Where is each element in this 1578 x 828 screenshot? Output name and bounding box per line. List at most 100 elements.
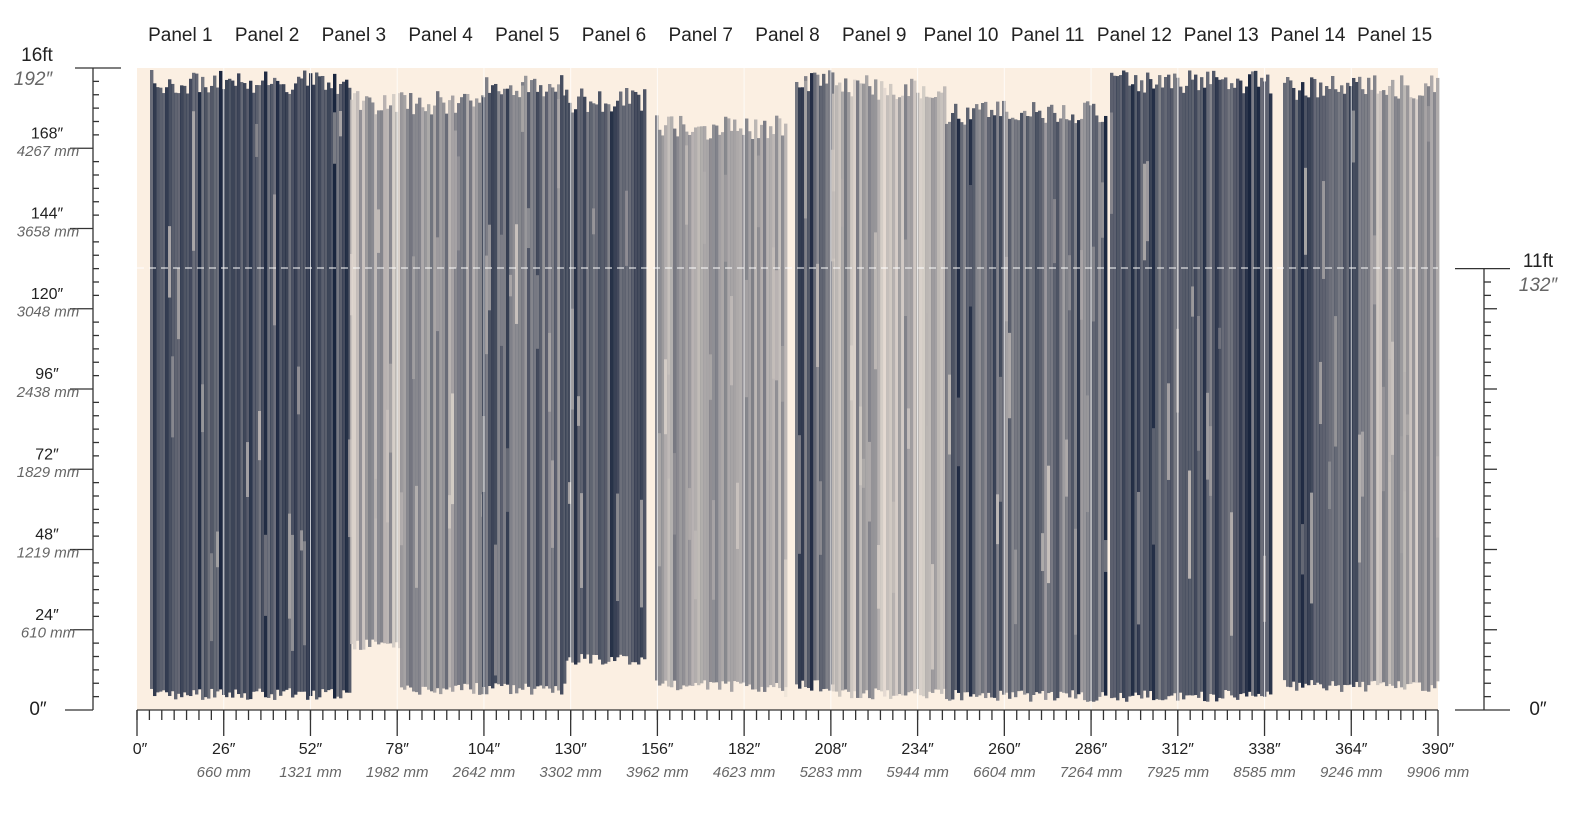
brush-highlight [536, 275, 540, 349]
brush-stroke [285, 92, 289, 690]
brush-stroke [1331, 75, 1335, 682]
brush-highlight [1008, 332, 1012, 419]
brush-stroke [1197, 90, 1201, 698]
brush-stroke [754, 119, 758, 690]
brush-stroke [548, 84, 552, 689]
brush-stroke [682, 124, 686, 686]
brush-stroke [1041, 117, 1045, 691]
brush-highlight [1319, 361, 1323, 425]
brush-highlight [494, 544, 498, 676]
brush-highlight [784, 559, 788, 698]
brush-stroke [213, 75, 217, 698]
brush-stroke [895, 98, 899, 696]
brush-stroke [350, 99, 354, 645]
brush-highlight [300, 530, 304, 551]
bottom-inch-label: 130″ [554, 741, 587, 758]
brush-stroke [658, 129, 662, 686]
brush-stroke [518, 97, 522, 689]
brush-stroke [1248, 74, 1252, 692]
brush-stroke [1173, 73, 1177, 694]
brush-stroke [904, 84, 908, 696]
brush-highlight [485, 255, 489, 355]
brush-stroke [312, 84, 316, 691]
left-mm-label: 2438 mm [16, 384, 80, 401]
brush-stroke [1436, 77, 1440, 682]
brush-highlight [1092, 246, 1096, 322]
brush-highlight [931, 564, 935, 670]
brush-stroke [1119, 75, 1123, 693]
brush-stroke [219, 70, 223, 690]
brush-stroke [545, 91, 549, 687]
brush-stroke [485, 77, 489, 695]
brush-stroke [1125, 72, 1129, 702]
right-inch-label: 132″ [1519, 275, 1559, 296]
brush-stroke [198, 92, 202, 690]
brush-stroke [333, 73, 337, 699]
brush-stroke [595, 104, 599, 655]
brush-highlight [1436, 456, 1440, 538]
brush-highlight [1361, 431, 1365, 497]
bottom-inch-label: 156″ [641, 741, 674, 758]
brush-highlight [1005, 256, 1009, 322]
panel-label: Panel 6 [582, 25, 646, 46]
brush-stroke [1146, 72, 1150, 698]
brush-stroke [1212, 70, 1216, 695]
brush-stroke [640, 110, 644, 658]
brush-stroke [195, 73, 199, 695]
brush-stroke [874, 79, 878, 689]
brush-stroke [1283, 82, 1287, 681]
brush-stroke [691, 131, 695, 686]
brush-stroke [871, 94, 875, 700]
brush-highlight [730, 296, 734, 386]
brush-stroke [886, 95, 890, 691]
brush-stroke [960, 122, 964, 701]
brush-stroke [509, 85, 513, 695]
brush-highlight [996, 494, 1000, 545]
brush-highlight [816, 263, 820, 368]
brush-stroke [661, 135, 665, 684]
brush-stroke [763, 120, 767, 692]
brush-stroke [862, 83, 866, 694]
brush-highlight [736, 482, 740, 549]
brush-highlight [339, 111, 343, 137]
brush-stroke [377, 110, 381, 645]
brush-stroke [362, 100, 366, 650]
brush-stroke [225, 79, 229, 698]
brush-stroke [679, 115, 683, 690]
brush-highlight [201, 384, 205, 433]
brush-stroke [168, 79, 172, 696]
brush-highlight [246, 442, 250, 498]
brush-highlight [1110, 112, 1114, 214]
brush-stroke [1170, 88, 1174, 696]
brush-stroke [403, 95, 407, 690]
brush-stroke [1056, 121, 1060, 699]
brush-stroke [981, 103, 985, 694]
brush-highlight [1304, 167, 1308, 255]
brush-stroke [1286, 77, 1290, 687]
brush-stroke [1014, 119, 1018, 698]
brush-highlight [386, 409, 390, 523]
brush-highlight [297, 366, 301, 415]
brush-stroke [424, 111, 428, 687]
brush-stroke [1026, 116, 1030, 694]
brush-highlight [348, 439, 352, 538]
left-mm-label: 1829 mm [17, 464, 80, 481]
brush-stroke [703, 126, 707, 681]
brush-stroke [466, 94, 470, 685]
panel-label: Panel 12 [1097, 25, 1172, 46]
brush-stroke [1424, 83, 1428, 691]
brush-stroke [216, 87, 220, 692]
brush-stroke [1068, 120, 1072, 698]
brush-highlight [1188, 470, 1192, 579]
mural-painting [150, 68, 1440, 710]
brush-stroke [919, 98, 923, 696]
brush-stroke [822, 73, 826, 690]
left-inch-label: 168″ [31, 125, 64, 142]
brush-stroke [996, 101, 1000, 701]
bottom-mm-label: 3962 mm [626, 764, 689, 781]
brush-stroke [1161, 87, 1165, 701]
brush-highlight [1143, 163, 1147, 261]
brush-stroke [365, 96, 369, 640]
brush-stroke [557, 84, 561, 691]
brush-stroke [512, 95, 516, 686]
